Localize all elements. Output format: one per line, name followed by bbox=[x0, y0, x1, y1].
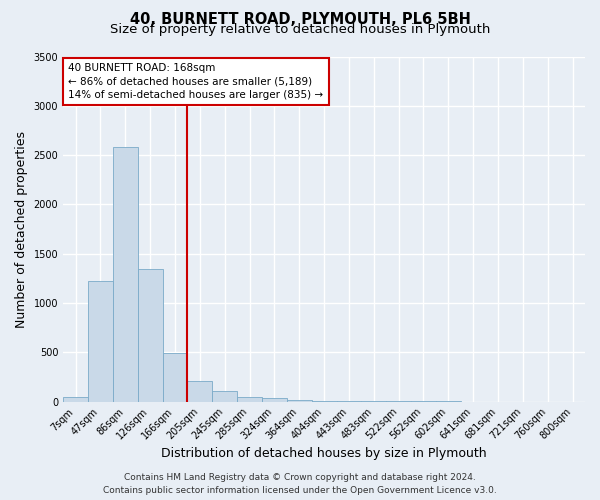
X-axis label: Distribution of detached houses by size in Plymouth: Distribution of detached houses by size … bbox=[161, 447, 487, 460]
Bar bbox=[63, 396, 88, 402]
Bar bbox=[237, 396, 262, 402]
Text: Contains HM Land Registry data © Crown copyright and database right 2024.
Contai: Contains HM Land Registry data © Crown c… bbox=[103, 474, 497, 495]
Bar bbox=[187, 381, 212, 402]
Text: 40 BURNETT ROAD: 168sqm
← 86% of detached houses are smaller (5,189)
14% of semi: 40 BURNETT ROAD: 168sqm ← 86% of detache… bbox=[68, 64, 323, 100]
Bar bbox=[287, 400, 311, 402]
Bar bbox=[311, 400, 337, 402]
Text: 40, BURNETT ROAD, PLYMOUTH, PL6 5BH: 40, BURNETT ROAD, PLYMOUTH, PL6 5BH bbox=[130, 12, 470, 28]
Y-axis label: Number of detached properties: Number of detached properties bbox=[15, 130, 28, 328]
Bar bbox=[138, 270, 163, 402]
Bar bbox=[163, 354, 187, 402]
Bar bbox=[113, 147, 138, 402]
Bar bbox=[212, 390, 237, 402]
Text: Size of property relative to detached houses in Plymouth: Size of property relative to detached ho… bbox=[110, 22, 490, 36]
Bar bbox=[262, 398, 287, 402]
Bar bbox=[88, 282, 113, 402]
